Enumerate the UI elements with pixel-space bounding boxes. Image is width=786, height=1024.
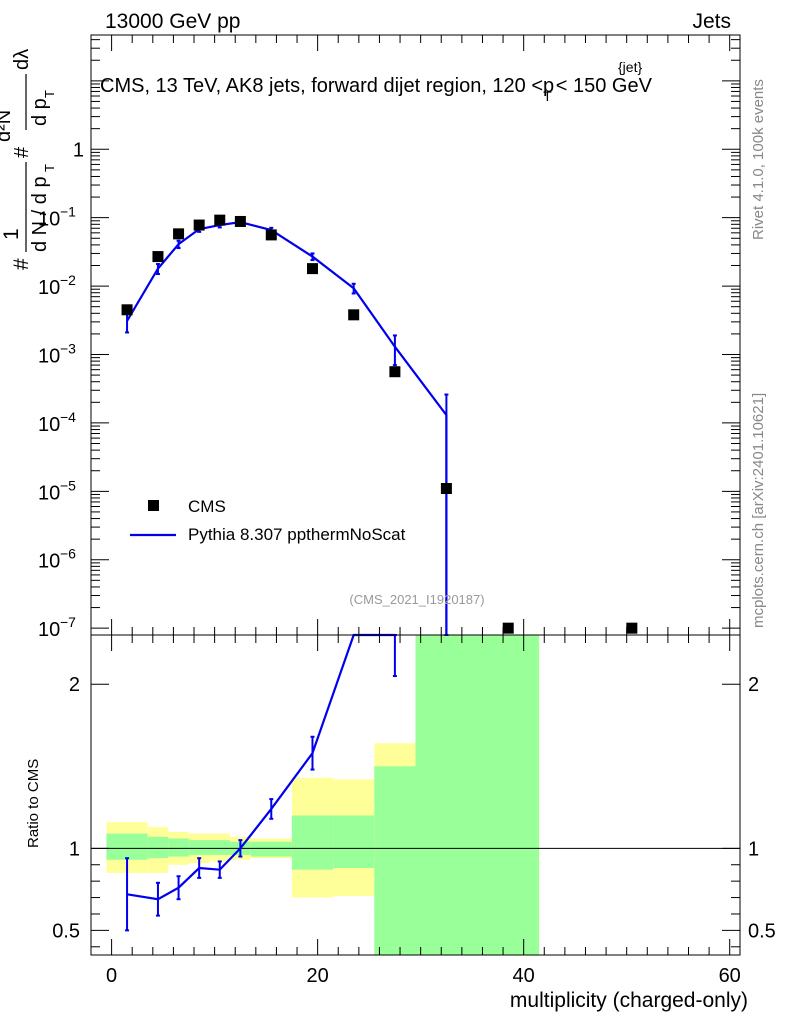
svg-text:T: T: [42, 164, 57, 172]
svg-text:d²N: d²N: [0, 110, 15, 142]
data-point: [193, 219, 205, 231]
top-plot-marks: [121, 214, 638, 636]
ratio-plot-frame: [90, 634, 741, 956]
legend-data-marker: [148, 500, 159, 511]
data-point: [440, 482, 452, 494]
ratio-y-tick-label-right: 1: [748, 838, 759, 860]
svg-text:d p: d p: [29, 98, 51, 126]
data-point: [306, 263, 318, 275]
svg-text:#: #: [11, 146, 33, 158]
ratio-band-inner-10: [415, 635, 540, 955]
y-tick-exponent: −6: [60, 546, 76, 562]
svg-text:1: 1: [0, 228, 23, 240]
ratio-band-inner-3: [188, 840, 210, 855]
ratio-uncertainty-bands: [91, 635, 740, 955]
data-point: [152, 251, 164, 263]
y-tick-exponent: −4: [60, 409, 76, 425]
data-point: [214, 214, 226, 226]
y-tick-label: 10: [38, 277, 60, 299]
top-y-axis-label: # 1 d N / d p T d²N # d p T dλ: [0, 49, 57, 270]
x-tick-label: 40: [513, 965, 535, 987]
data-point: [389, 366, 401, 378]
ratio-band-inner-9: [374, 766, 416, 955]
y-tick-exponent: −2: [60, 272, 76, 288]
y-tick-exponent: −3: [60, 340, 76, 356]
svg-text:dλ: dλ: [11, 49, 33, 70]
data-point: [348, 309, 360, 321]
ratio-y-axis-label: Ratio to CMS: [25, 759, 42, 848]
ratio-band-inner-1: [147, 836, 169, 859]
ratio-y-tick-label-right: 2: [748, 674, 759, 696]
x-tick-label: 0: [106, 965, 117, 987]
analysis-id: (CMS_2021_I1920187): [349, 592, 484, 607]
ratio-line: [126, 633, 395, 901]
y-tick-label: 10: [38, 209, 60, 231]
legend-data-label: CMS: [188, 497, 226, 516]
legend: CMS Pythia 8.307 ppthermNoScat: [130, 497, 406, 544]
y-tick-exponent: −7: [60, 614, 76, 630]
mcplots-attribution: mcplots.cern.ch [arXiv:2401.10621]: [750, 393, 767, 628]
y-tick-exponent: −5: [60, 477, 76, 493]
ratio-y-tick-label: 2: [69, 674, 80, 696]
y-tick-label: 10: [38, 482, 60, 504]
y-tick-label: 10: [38, 619, 60, 641]
ratio-band-inner-0: [106, 833, 148, 860]
svg-text:#: #: [10, 258, 33, 270]
data-point: [265, 229, 277, 241]
ratio-band-inner-4: [209, 840, 231, 855]
ratio-band-inner-7: [291, 815, 334, 870]
ratio-band-inner-2: [168, 838, 189, 857]
data-point: [502, 622, 514, 634]
header-category: Jets: [692, 10, 731, 33]
ratio-y-tick-label: 0.5: [52, 920, 80, 942]
y-tick-label: 10: [38, 551, 60, 573]
y-tick-label: 10: [38, 414, 60, 436]
ratio-y-tick-label-right: 0.5: [748, 920, 776, 942]
y-tick-label: 10: [38, 345, 60, 367]
ratio-band-inner-8: [333, 815, 375, 869]
x-axis-label: multiplicity (charged-only): [510, 989, 748, 1012]
svg-text:{jet}: {jet}: [618, 59, 642, 75]
chart-title: CMS, 13 TeV, AK8 jets, forward dijet reg…: [100, 59, 653, 104]
svg-text:d N / d p: d N / d p: [29, 176, 51, 252]
header-energy: 13000 GeV pp: [105, 10, 240, 33]
data-point: [173, 228, 185, 240]
ratio-y-tick-label: 1: [69, 838, 80, 860]
x-tick-label: 60: [719, 965, 741, 987]
y-tick-label: 1: [73, 139, 84, 161]
data-point: [626, 622, 638, 634]
data-point: [121, 304, 133, 316]
svg-text:CMS, 13 TeV, AK8 jets, forward: CMS, 13 TeV, AK8 jets, forward dijet reg…: [100, 75, 653, 104]
svg-text:T: T: [42, 90, 57, 98]
data-point: [234, 215, 246, 227]
mc-line: [126, 221, 448, 635]
ratio-band-inner-6: [250, 841, 292, 857]
rivet-version-text: Rivet 4.1.0, 100k events: [750, 79, 767, 240]
x-tick-label: 20: [307, 965, 329, 987]
y-tick-exponent: −1: [60, 204, 76, 220]
legend-mc-label: Pythia 8.307 ppthermNoScat: [188, 525, 406, 544]
